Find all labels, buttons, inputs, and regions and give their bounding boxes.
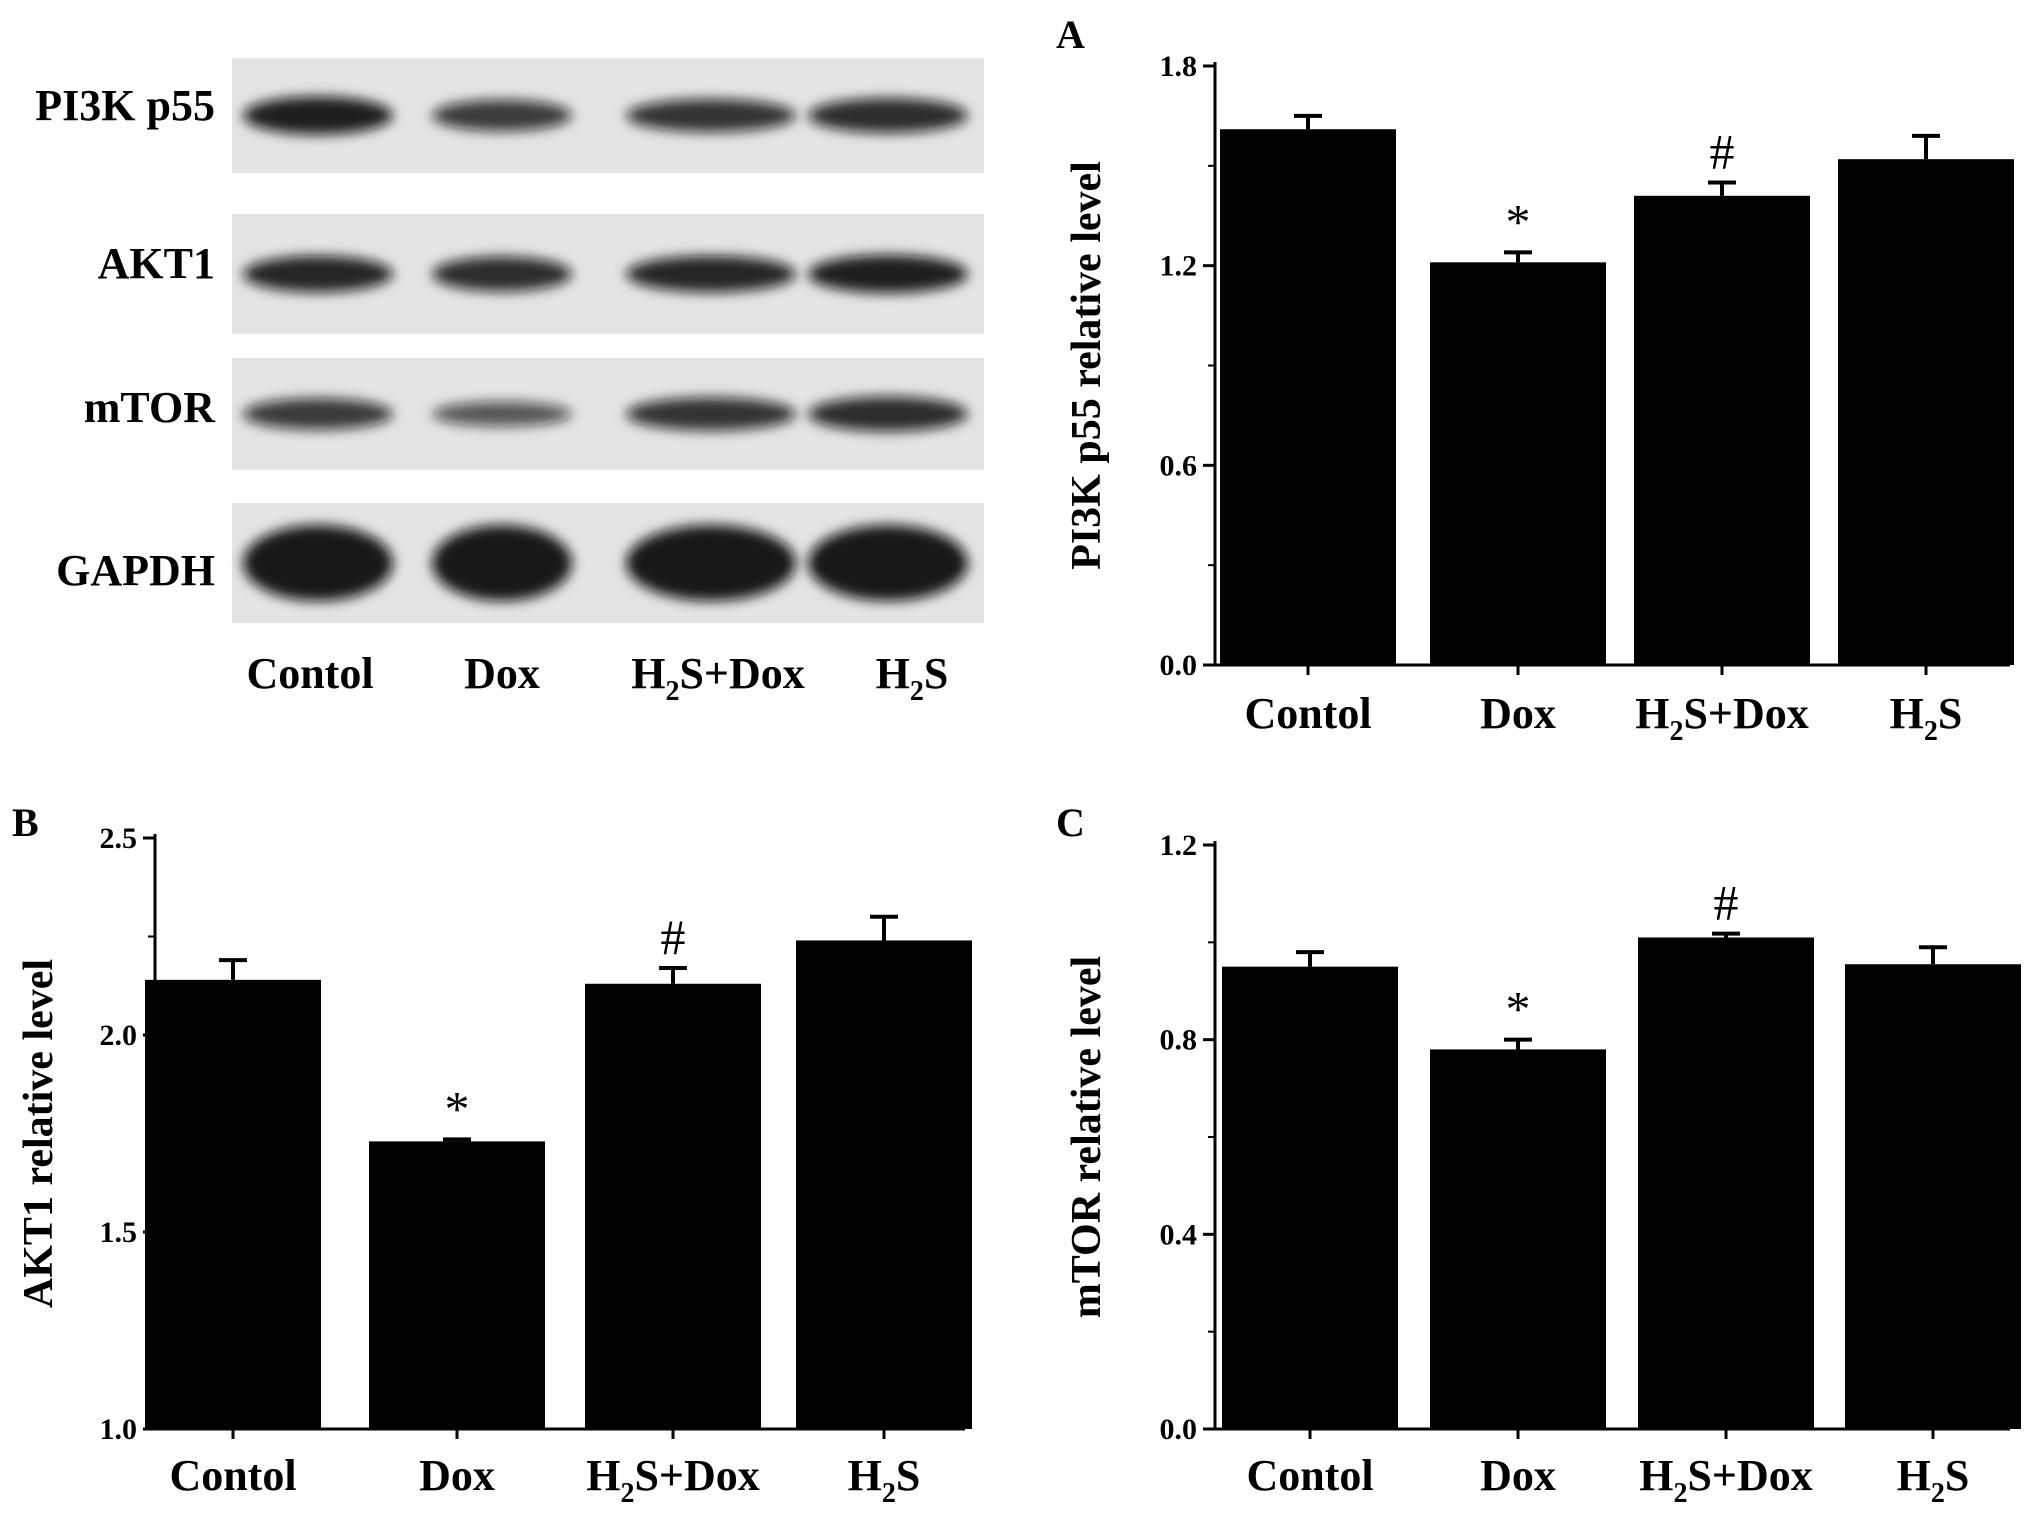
significance-asterisk: * bbox=[1506, 981, 1531, 1037]
blot-row-gapdh: GAPDH bbox=[56, 503, 984, 623]
western-blot-panel: PI3K p55 AKT1 mTOR GAPDH Contol Dox H2S+Dox H2S bbox=[35, 58, 984, 707]
x-tick-label: Dox bbox=[419, 1451, 495, 1500]
bar-h2s bbox=[1838, 159, 2014, 665]
bar-dox bbox=[1430, 262, 1606, 665]
bar-h2s bbox=[1845, 964, 2021, 1429]
y-axis-label: mTOR relative level bbox=[1064, 956, 1110, 1318]
chart-panel-a: A * #0.0 0.6 1.2 1.8 Contol Dox H2S+Dox H2S PI3K p… bbox=[1056, 12, 2014, 747]
bar-contol bbox=[145, 979, 321, 1429]
blot-lane-label: H2S+Dox bbox=[631, 649, 805, 707]
y-axis-label: AKT1 relative level bbox=[16, 959, 62, 1308]
y-axis-label: PI3K p55 relative level bbox=[1064, 161, 1110, 570]
blot-lane-label: Dox bbox=[464, 649, 540, 698]
bar-contol bbox=[1220, 129, 1396, 665]
blot-band bbox=[626, 397, 796, 431]
x-tick-label: H2S+Dox bbox=[586, 1451, 760, 1509]
blot-lane-label: Contol bbox=[246, 649, 373, 698]
blot-band bbox=[243, 255, 393, 293]
panel-letter: B bbox=[12, 800, 39, 845]
chart-panel-c: C * #0.0 0.4 0.8 1.2 Contol Dox H2S+Dox H2S mTOR r… bbox=[1056, 800, 2021, 1509]
x-tick-label: Contol bbox=[169, 1451, 296, 1500]
x-tick-label: Dox bbox=[1480, 1451, 1556, 1500]
x-tick-label: H2S+Dox bbox=[1635, 689, 1809, 747]
blot-band bbox=[432, 401, 572, 427]
panel-letter: C bbox=[1056, 800, 1085, 845]
y-tick-label: 1.2 bbox=[1160, 250, 1198, 283]
y-tick-label: 1.2 bbox=[1160, 829, 1198, 862]
x-tick-label: H2S+Dox bbox=[1639, 1451, 1813, 1509]
bar-h2s-dox bbox=[585, 983, 761, 1429]
y-tick-label: 1.0 bbox=[100, 1413, 138, 1446]
x-tick-label: Contol bbox=[1246, 1451, 1373, 1500]
significance-asterisk: * bbox=[445, 1080, 470, 1136]
y-tick-label: 0.4 bbox=[1160, 1218, 1198, 1251]
bar-h2s-dox bbox=[1634, 195, 1810, 666]
chart-panel-b: B * #1.0 1.5 2.0 2.5 Contol Dox H2S+Dox H2S AKT1 r… bbox=[12, 800, 972, 1509]
bar-h2s-dox bbox=[1638, 937, 1814, 1429]
y-tick-label: 2.0 bbox=[100, 1019, 138, 1052]
y-tick-label: 1.8 bbox=[1160, 50, 1198, 83]
x-tick-label: H2S bbox=[1897, 1451, 1970, 1509]
blot-band bbox=[432, 256, 572, 292]
blot-row-label: mTOR bbox=[84, 383, 216, 432]
blot-band bbox=[808, 396, 968, 432]
blot-row-label: PI3K p55 bbox=[35, 81, 215, 130]
blot-band bbox=[626, 255, 796, 293]
y-tick-label: 0.6 bbox=[1160, 449, 1198, 482]
y-tick-label: 0.0 bbox=[1160, 1413, 1198, 1446]
x-tick-label: Contol bbox=[1244, 689, 1371, 738]
blot-band bbox=[243, 96, 393, 135]
blot-band bbox=[432, 99, 572, 132]
blot-row-akt1: AKT1 bbox=[98, 214, 984, 334]
blot-row-label: AKT1 bbox=[98, 239, 215, 288]
blot-row-mtor: mTOR bbox=[84, 358, 984, 470]
y-tick-label: 1.5 bbox=[100, 1216, 138, 1249]
blot-band bbox=[808, 254, 968, 294]
blot-lane-label: H2S bbox=[876, 649, 949, 707]
x-tick-label: H2S bbox=[1890, 689, 1963, 747]
panel-letter: A bbox=[1056, 12, 1085, 57]
blot-band bbox=[243, 525, 393, 601]
x-tick-label: Dox bbox=[1480, 689, 1556, 738]
blot-band bbox=[808, 98, 968, 133]
significance-hash: # bbox=[1714, 875, 1739, 931]
blot-row-label: GAPDH bbox=[56, 546, 215, 595]
blot-row-pi3k-p55: PI3K p55 bbox=[35, 58, 984, 173]
significance-hash: # bbox=[1710, 123, 1735, 179]
blot-band bbox=[808, 525, 968, 601]
bar-dox bbox=[1430, 1049, 1606, 1429]
y-tick-label: 0.8 bbox=[1160, 1024, 1198, 1057]
bar-h2s bbox=[796, 940, 972, 1429]
y-tick-label: 2.5 bbox=[100, 822, 138, 855]
bar-contol bbox=[1222, 966, 1398, 1429]
blot-band bbox=[626, 98, 796, 133]
bar-dox bbox=[369, 1141, 545, 1429]
blot-band bbox=[432, 525, 572, 601]
x-tick-label: H2S bbox=[848, 1451, 921, 1509]
y-tick-label: 0.0 bbox=[1160, 649, 1198, 682]
blot-band bbox=[626, 525, 796, 601]
significance-asterisk: * bbox=[1506, 193, 1531, 249]
significance-hash: # bbox=[661, 909, 686, 965]
blot-band bbox=[243, 398, 393, 430]
